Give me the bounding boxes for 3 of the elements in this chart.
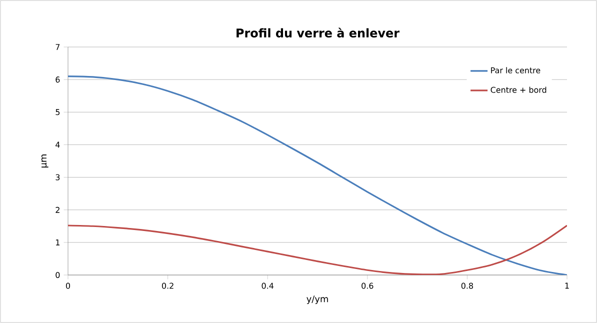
chart-title: Profil du verre à enlever bbox=[236, 28, 400, 38]
x-axis-title: y/ym bbox=[306, 296, 328, 304]
y-axis-title: µm bbox=[41, 154, 48, 168]
